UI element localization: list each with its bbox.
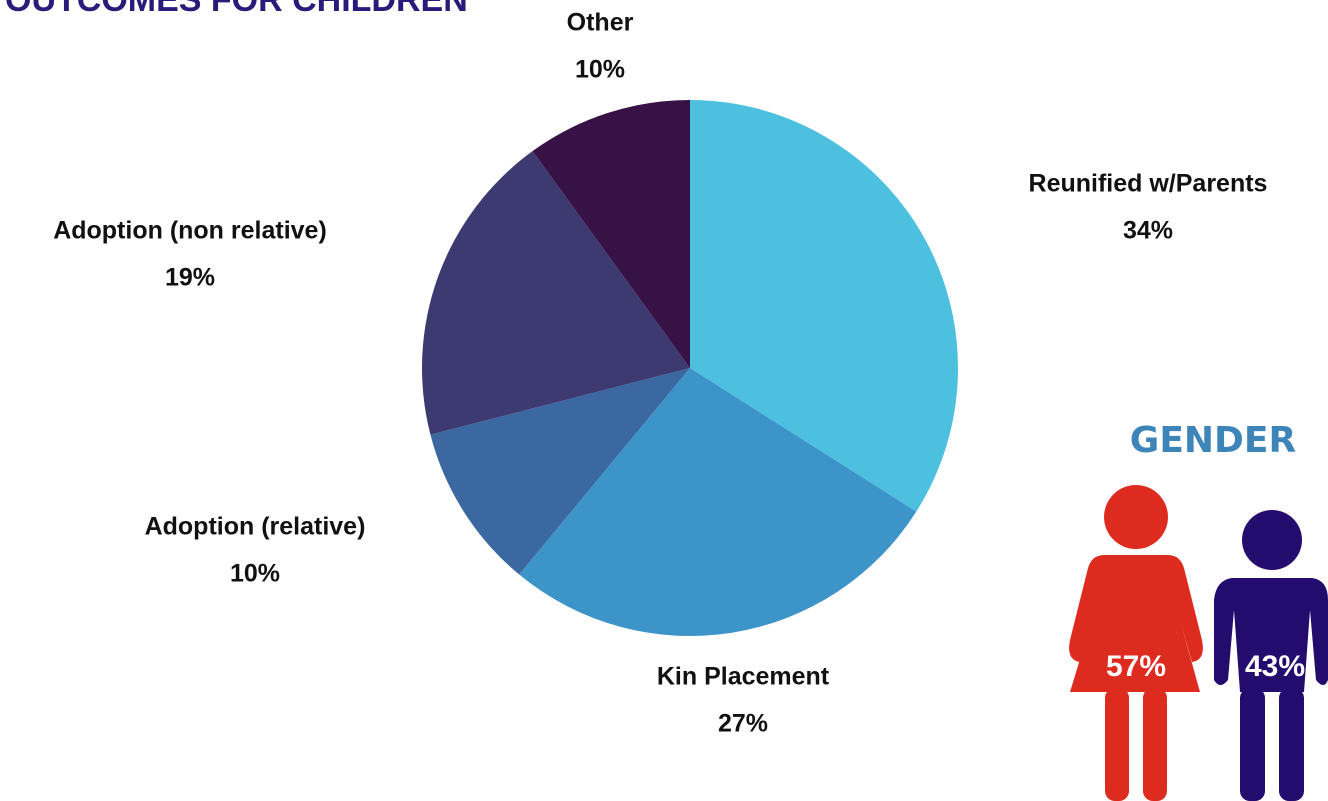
slice-label: Adoption (non relative) [53, 217, 327, 245]
pie-slice [532, 100, 690, 368]
slice-value: 19% [165, 264, 215, 292]
slice-label: Kin Placement [657, 663, 830, 691]
slice-label: Adoption (relative) [145, 513, 366, 541]
pie-slice [430, 368, 690, 575]
percent-label: 43% [1245, 650, 1305, 683]
leg [1240, 688, 1265, 801]
slice-label: Reunified w/Parents [1029, 170, 1268, 198]
head [1104, 485, 1168, 549]
slice-label: Other [567, 9, 634, 37]
percent-label: 57% [1106, 650, 1166, 683]
pie-slice [422, 151, 690, 435]
slice-value: 10% [230, 560, 280, 588]
pie-slice [519, 368, 917, 637]
leg [1279, 688, 1304, 801]
leg [1105, 688, 1129, 801]
person-icon [1069, 485, 1203, 801]
pie-slice [690, 100, 958, 512]
slice-value: 27% [718, 710, 768, 738]
head [1242, 510, 1302, 570]
gender-title: GENDER [1130, 420, 1296, 461]
person-icon [1214, 510, 1328, 801]
leg [1143, 688, 1167, 801]
body [1069, 555, 1203, 692]
chart-title: OUTCOMES FOR CHILDREN [5, 0, 468, 19]
slice-value: 10% [575, 56, 625, 84]
slice-value: 34% [1123, 217, 1173, 245]
body [1214, 578, 1328, 692]
